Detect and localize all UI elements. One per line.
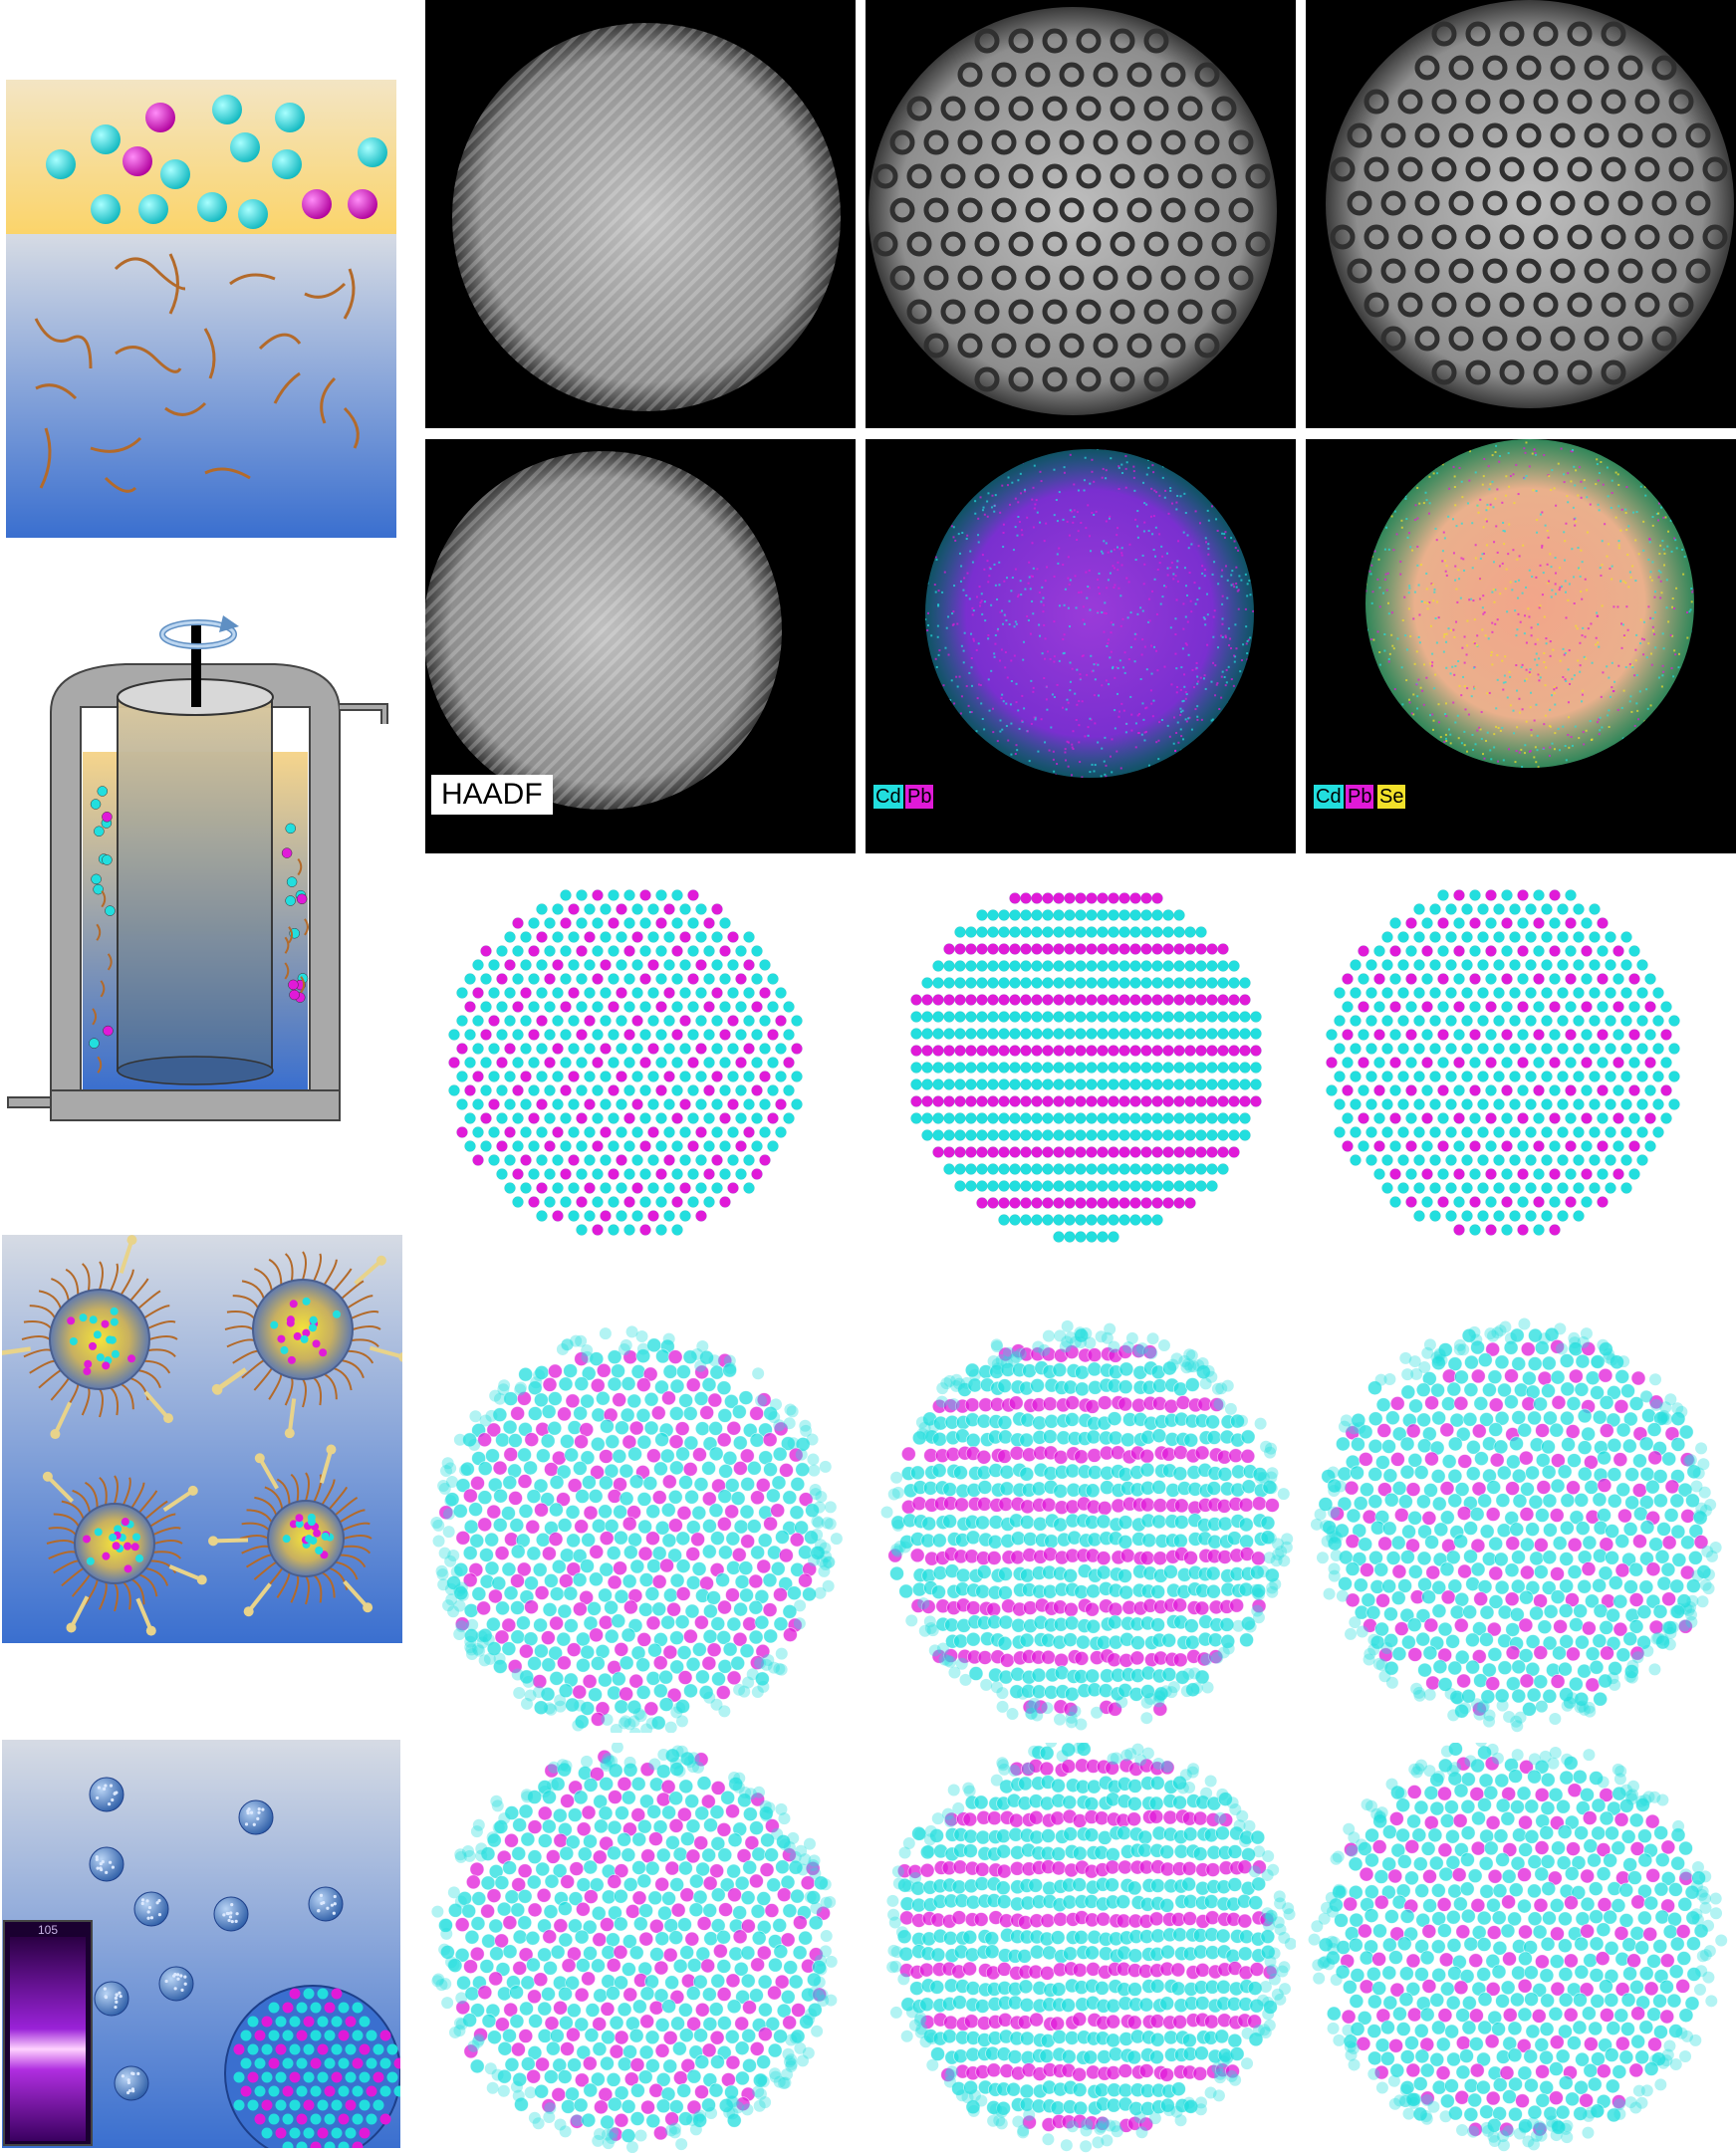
particle	[145, 103, 175, 132]
ligand-chain	[164, 401, 207, 416]
ligand-chain	[104, 476, 137, 493]
particle	[272, 149, 302, 179]
particle	[302, 189, 332, 219]
particle	[160, 159, 190, 189]
ligand-chain	[258, 333, 302, 351]
particle	[212, 95, 242, 124]
reconstruction-view-1	[425, 1315, 856, 1733]
ligand-chain	[34, 318, 93, 369]
legend-cd: Cd	[1314, 785, 1344, 809]
eds-map-cd-pb: Cd Pb	[866, 439, 1296, 853]
particle	[275, 103, 305, 132]
atomic-model-view-3	[1306, 866, 1736, 1265]
ligand-chain	[90, 436, 142, 453]
ligand-chain	[203, 328, 216, 379]
ligand-chain	[343, 268, 356, 320]
ligand-chain	[204, 467, 251, 480]
ligand-chain	[35, 383, 78, 400]
simulation-view-1	[425, 1743, 856, 2153]
stem-haadf-view-2	[866, 0, 1296, 428]
particle	[91, 194, 121, 224]
ligand-chain	[320, 376, 337, 424]
particle	[46, 149, 76, 179]
particle	[197, 192, 227, 222]
simulation-view-3	[1306, 1743, 1736, 2153]
schematic-ligand-nanocrystals-panel	[0, 1235, 409, 1643]
legend-cd: Cd	[873, 785, 903, 809]
ligand-chain	[304, 282, 347, 299]
ligand-chain	[115, 346, 182, 373]
ligand-chain	[343, 406, 360, 449]
particle	[358, 137, 387, 167]
stem-haadf-view-3	[1306, 0, 1736, 428]
simulation-view-2	[866, 1743, 1296, 2153]
particle	[348, 189, 377, 219]
haadf-label: HAADF	[431, 775, 553, 815]
legend-se: Se	[1377, 785, 1406, 809]
legend-pb: Pb	[1346, 785, 1374, 809]
ligand-chain	[273, 371, 301, 404]
ligand-chain	[229, 273, 276, 286]
particle	[230, 132, 260, 162]
schematic-dispersion-panel: 105	[2, 1740, 405, 2153]
atomic-model-view-2	[866, 866, 1296, 1265]
eds-map-cd-pb-se: Cd Pb Se	[1306, 439, 1736, 853]
particle	[238, 199, 268, 229]
schematic-reactor-panel	[6, 612, 396, 1140]
stem-haadf-lattice: HAADF	[425, 439, 856, 853]
bottle-label: 105	[38, 1923, 59, 1937]
reconstruction-view-2	[866, 1315, 1296, 1733]
particle	[91, 124, 121, 154]
rotation-arrow-icon	[153, 612, 243, 652]
particle	[123, 146, 152, 176]
legend-pb: Pb	[905, 785, 934, 809]
atomic-model-view-1	[425, 866, 856, 1265]
particle	[138, 194, 168, 224]
stem-haadf-view-1	[425, 0, 856, 428]
schematic-emulsion-panel	[6, 80, 396, 538]
ligand-chain	[168, 253, 179, 315]
reconstruction-view-3	[1306, 1315, 1736, 1733]
ligand-chain	[39, 427, 52, 489]
